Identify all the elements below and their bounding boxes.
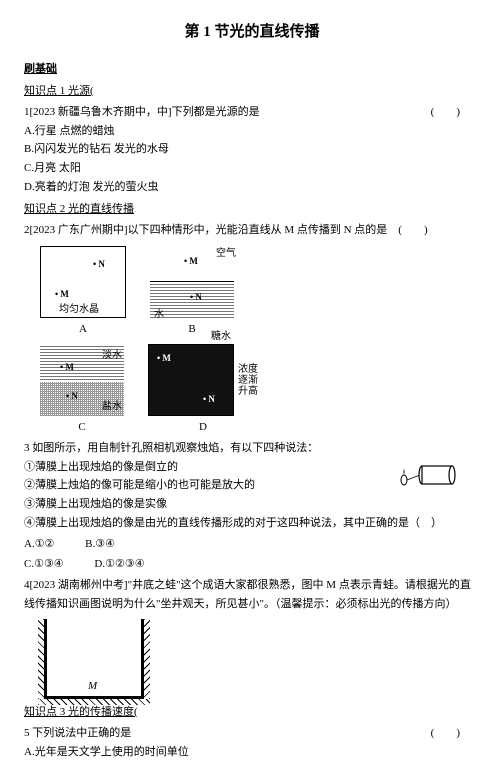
- q2b-water: 水: [154, 309, 164, 320]
- q2-box-d: 糖水 • M • N: [148, 344, 234, 416]
- q3-l3: ③薄膜上出现烛焰的像是实像: [24, 495, 480, 514]
- well-m-label: M: [88, 677, 97, 696]
- q3-l1: ①薄膜上出现烛焰的像是倒立的: [24, 458, 392, 477]
- q2-figure-row-1: • N • M 均匀水晶 A 空气 • M • N 水 B: [40, 246, 480, 339]
- page-title: 第 1 节光的直线传播: [24, 20, 480, 46]
- q2c-fresh: 淡水: [102, 350, 122, 361]
- q1-stem: 1[2023 新疆乌鲁木齐期中，中]下列都是光源的是 ( ): [24, 103, 480, 122]
- q2d-caption: D: [199, 418, 207, 437]
- q1-stem-text: 1[2023 新疆乌鲁木齐期中，中]下列都是光源的是: [24, 106, 260, 118]
- pinhole-camera-icon: [392, 458, 462, 492]
- q2c-m: • M: [60, 360, 74, 375]
- q3-l2: ②薄膜上烛焰的像可能是缩小的也可能是放大的: [24, 476, 392, 495]
- q3-l4: ④薄膜上出现烛焰的像是由光的直线传播形成的对于这四种说法，其中正确的是（ ）: [24, 514, 480, 533]
- q3-opt-a: A.①②: [24, 538, 54, 550]
- kp1-heading: 知识点 1 光源(: [24, 82, 480, 101]
- q2-panel-a: • N • M 均匀水晶 A: [40, 246, 126, 339]
- q2-figure-row-2: 淡水 • M • N 盐水 C 糖水 • M • N 浓度 逐渐 升高 D: [40, 344, 480, 437]
- q2-box-a: • N • M 均匀水晶: [40, 246, 126, 318]
- well-figure: M: [44, 619, 144, 699]
- q1-opt-a: A.行星 点燃的蜡烛: [24, 122, 480, 141]
- q2b-n: • N: [190, 290, 202, 305]
- q2c-salt: 盐水: [102, 401, 122, 412]
- q3-opts-row2: C.①③④ D.①②③④: [24, 555, 480, 574]
- q2-stem: 2[2023 广东广州期中]以下四种情形中，光能沿直线从 M 点传播到 N 点的…: [24, 221, 480, 240]
- q2c-n: • N: [66, 389, 78, 404]
- q3-opt-b: B.③④: [85, 538, 115, 550]
- q5-opt-a: A.光年是天文学上使用的时间单位: [24, 743, 480, 762]
- q4-text: 4[2023 湖南郴州中考]"井底之蛙"这个成语大家都很熟悉，图中 M 点表示青…: [24, 576, 480, 613]
- q2a-caption: A: [79, 320, 87, 339]
- q2d-n: • N: [203, 392, 215, 407]
- kp3-heading: 知识点 3 光的传播速度(: [24, 703, 480, 722]
- kp2-heading: 知识点 2 光的直线传播: [24, 200, 480, 219]
- q2d-sugar: 糖水: [211, 331, 231, 342]
- q2-box-b: 空气 • M • N 水: [150, 248, 234, 318]
- q2c-caption: C: [78, 418, 85, 437]
- section-basics: 刷基础: [24, 60, 480, 79]
- q2a-inside: 均匀水晶: [59, 304, 99, 315]
- q2b-air: 空气: [216, 248, 236, 259]
- q2d-note: 浓度 逐渐 升高: [238, 364, 258, 397]
- q1-opt-b: B.闪闪发光的钻石 发光的水母: [24, 140, 480, 159]
- q3-opts-row1: A.①② B.③④: [24, 535, 480, 554]
- q5-stem-text: 5 下列说法中正确的是: [24, 727, 131, 739]
- q1-opt-c: C.月亮 太阳: [24, 159, 480, 178]
- q2-box-c: 淡水 • M • N 盐水: [40, 346, 124, 416]
- q3-opt-d: D.①②③④: [94, 558, 144, 570]
- q2b-caption: B: [188, 320, 195, 339]
- q1-paren: ( ): [431, 103, 460, 122]
- q2-panel-c: 淡水 • M • N 盐水 C: [40, 346, 124, 437]
- q2d-m: • M: [157, 351, 171, 366]
- q2-panel-b: 空气 • M • N 水 B: [150, 248, 234, 339]
- q5-paren: ( ): [431, 724, 460, 743]
- q2a-m: • M: [55, 287, 69, 302]
- q5-stem: 5 下列说法中正确的是 ( ): [24, 724, 480, 743]
- q2b-m: • M: [184, 254, 198, 269]
- q3-opt-c: C.①③④: [24, 558, 64, 570]
- q2a-n: • N: [93, 257, 105, 272]
- q2-panel-d: 糖水 • M • N 浓度 逐渐 升高 D: [148, 344, 258, 437]
- q3-stem: 3 如图所示，用自制针孔照相机观察烛焰，有以下四种说法：: [24, 439, 480, 458]
- q1-opt-d: D.亮着的灯泡 发光的萤火虫: [24, 178, 480, 197]
